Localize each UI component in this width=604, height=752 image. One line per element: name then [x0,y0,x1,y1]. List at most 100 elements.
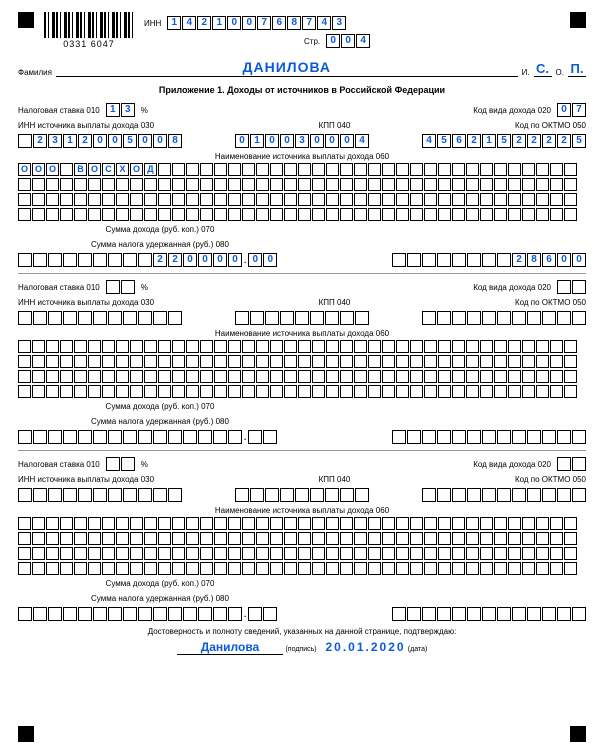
box-cell [424,208,437,221]
blocks-container: Налоговая ставка 01013%Код вида дохода 0… [18,103,586,621]
box-cell [480,178,493,191]
box-cell [116,385,129,398]
box-cell [116,208,129,221]
box-cell [298,517,311,530]
box-row: 220000 [18,253,242,267]
box-cell [256,562,269,575]
box-cell [18,134,32,148]
box-cell [214,355,227,368]
box-cell [88,370,101,383]
box-cell: 2 [153,253,167,267]
box-cell [284,562,297,575]
box-cell [18,370,31,383]
box-cell: 2 [197,16,211,30]
box-cell [452,208,465,221]
stavka-label: Налоговая ставка 010 [18,106,100,115]
box-cell [354,532,367,545]
percent-label: % [141,283,148,292]
box-cell [186,208,199,221]
box-cell [284,547,297,560]
box-cell [88,208,101,221]
box-row [18,370,577,383]
oktmo-label: Код по ОКТМО 050 [515,475,586,484]
box-cell [557,430,571,444]
box-cell [494,547,507,560]
box-cell [550,547,563,560]
box-cell [550,532,563,545]
box-cell: 0 [557,103,571,117]
box-cell [235,488,249,502]
box-cell [214,385,227,398]
box-cell [382,163,395,176]
box-cell [158,517,171,530]
box-cell [200,163,213,176]
box-cell [522,193,535,206]
box-cell [46,370,59,383]
box-cell [382,193,395,206]
box-row [422,311,586,325]
box-row [18,178,577,191]
box-cell [550,178,563,191]
box-cell [153,430,167,444]
box-row: 28600 [392,253,586,267]
box-cell [265,488,279,502]
box-cell [214,208,227,221]
box-cell [158,562,171,575]
box-cell [410,370,423,383]
box-cell [74,208,87,221]
box-cell [407,253,421,267]
box-cell [536,355,549,368]
box-cell [270,370,283,383]
box-cell [284,193,297,206]
box-cell: 0 [557,253,571,267]
box-cell [228,370,241,383]
box-row: 2312005008 [18,134,182,148]
src-name-label: Наименование источника выплаты дохода 06… [18,506,586,515]
sum-nalog-label: Сумма налога удержанная (руб.) 080 [18,417,302,426]
box-cell [497,488,511,502]
box-cell [158,547,171,560]
box-cell [494,208,507,221]
box-cell [494,340,507,353]
box-cell [325,311,339,325]
box-row [18,517,577,530]
box-cell [200,562,213,575]
box-cell [410,562,423,575]
header-row: 0331 6047 ИНН 142100768743 Стр. 004 [18,12,586,49]
box-cell [424,178,437,191]
box-cell: 1 [63,134,77,148]
box-cell [158,178,171,191]
box-cell [480,547,493,560]
box-cell [116,178,129,191]
box-cell [158,340,171,353]
box-cell [354,370,367,383]
box-cell [214,193,227,206]
sum-nalog-label: Сумма налога удержанная (руб.) 080 [18,240,302,249]
box-row [18,340,577,353]
box-cell [108,607,122,621]
box-cell [368,193,381,206]
box-row [557,280,586,294]
box-cell: 0 [93,134,107,148]
box-cell [467,430,481,444]
box-cell [200,532,213,545]
box-cell [512,311,526,325]
box-cell: 0 [263,253,277,267]
box-cell [48,253,62,267]
box-cell [158,385,171,398]
sum-nalog-label: Сумма налога удержанная (руб.) 080 [18,594,302,603]
box-cell [270,340,283,353]
box-cell [88,385,101,398]
box-cell [536,178,549,191]
box-cell: 6 [272,16,286,30]
box-cell [186,370,199,383]
box-cell [340,193,353,206]
box-cell [263,430,277,444]
box-cell [284,517,297,530]
box-cell [410,385,423,398]
box-cell [284,532,297,545]
box-cell [312,547,325,560]
box-cell [186,355,199,368]
box-cell: 4 [317,16,331,30]
box-cell: 3 [121,103,135,117]
